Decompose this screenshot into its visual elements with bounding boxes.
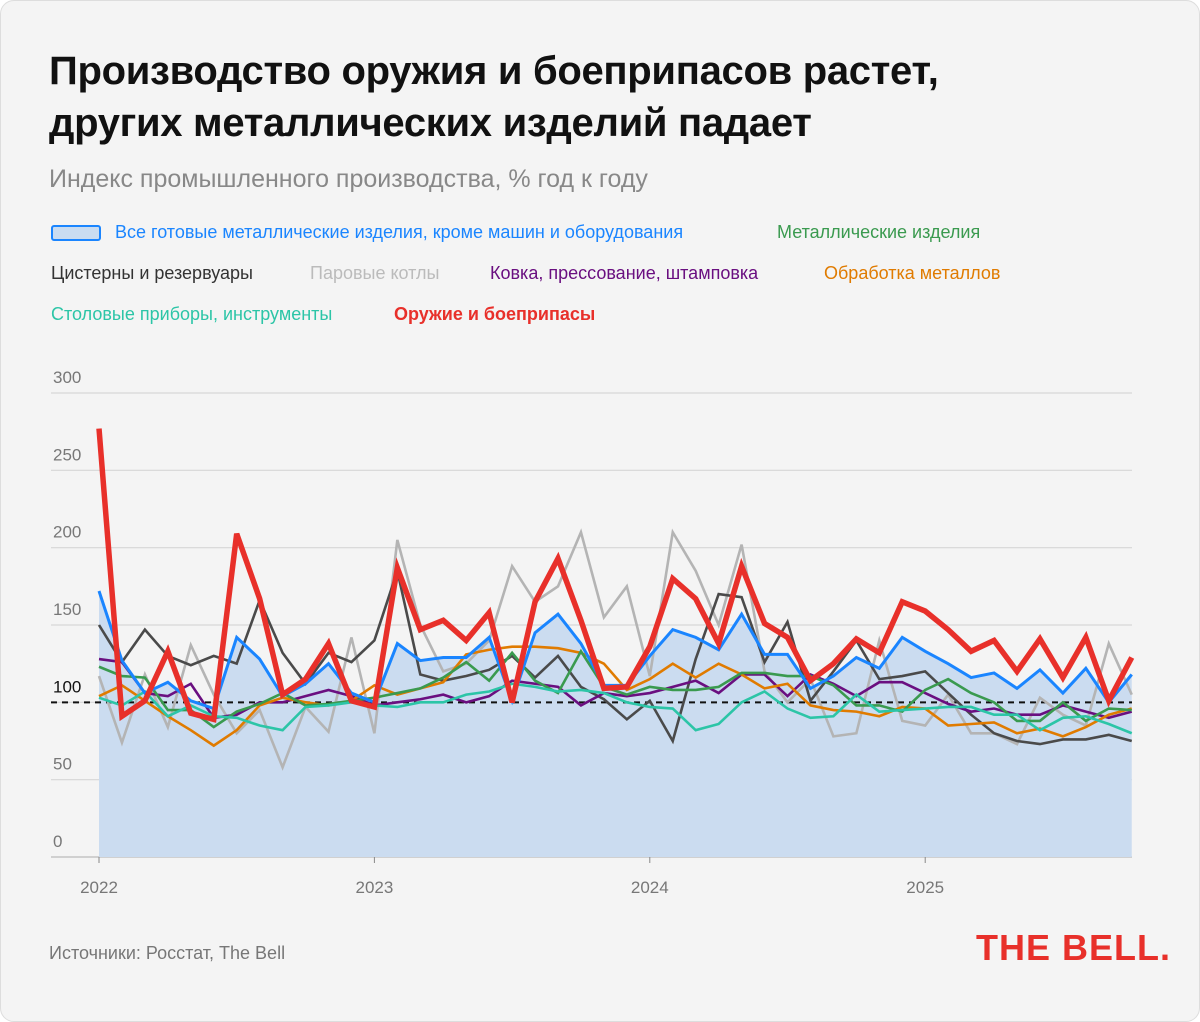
legend-item-forging: Ковка, прессование, штамповка: [490, 263, 758, 284]
x-tick-label: 2024: [631, 878, 669, 897]
x-tick-label: 2023: [355, 878, 393, 897]
legend-label: Цистерны и резервуары: [51, 263, 253, 283]
legend-item-metal-treatment: Обработка металлов: [824, 263, 1000, 284]
chart-subtitle: Индекс промышленного производства, % год…: [49, 165, 648, 193]
legend-item-tanks: Цистерны и резервуары: [51, 263, 253, 284]
legend-item-weapons: Оружие и боеприпасы: [394, 304, 595, 325]
y-tick-label: 0: [53, 832, 62, 851]
legend-label: Паровые котлы: [310, 263, 440, 283]
legend-swatch: [51, 224, 101, 241]
series-line-7: [96, 428, 1135, 723]
legend-item-all-metal: Все готовые металлические изделия, кроме…: [51, 222, 683, 243]
the-bell-logo: THE BELL.: [976, 927, 1171, 968]
y-tick-label: 100: [53, 677, 81, 696]
legend-label: Оружие и боеприпасы: [394, 304, 596, 324]
area-all-metal: [99, 590, 1132, 857]
chart-title: Производство оружия и боеприпасов растет…: [49, 45, 939, 149]
x-tick-label: 2022: [80, 878, 118, 897]
y-tick-label: 300: [53, 368, 81, 387]
y-tick-label: 250: [53, 445, 81, 464]
legend-label: Обработка металлов: [824, 263, 1001, 283]
legend-label: Все готовые металлические изделия, кроме…: [115, 222, 684, 242]
series-line-2: [97, 565, 1133, 746]
legend-item-metal-products: Металлические изделия: [777, 222, 980, 243]
y-tick-label: 50: [53, 755, 72, 774]
y-tick-label: 150: [53, 600, 81, 619]
legend-label: Ковка, прессование, штамповка: [490, 263, 759, 283]
legend-item-boilers: Паровые котлы: [310, 263, 439, 284]
series-line-1: [98, 648, 1132, 729]
series-line-5: [98, 645, 1133, 748]
series-line-3: [97, 528, 1133, 771]
series-line-6: [98, 682, 1133, 735]
y-tick-label: 200: [53, 523, 81, 542]
x-tick-label: 2025: [906, 878, 944, 897]
title-line-1: Производство оружия и боеприпасов растет…: [49, 49, 939, 93]
legend-item-cutlery: Столовые приборы, инструменты: [51, 304, 332, 325]
legend-label: Столовые приборы, инструменты: [51, 304, 333, 324]
title-line-2: других металлических изделий падает: [49, 101, 812, 145]
chart-plot: 0 50 100 150 200 250 300 2022 2023 2024 2025: [51, 368, 1135, 897]
legend-label: Металлические изделия: [777, 222, 981, 242]
source-note: Источники: Росстат, The Bell: [49, 943, 286, 963]
